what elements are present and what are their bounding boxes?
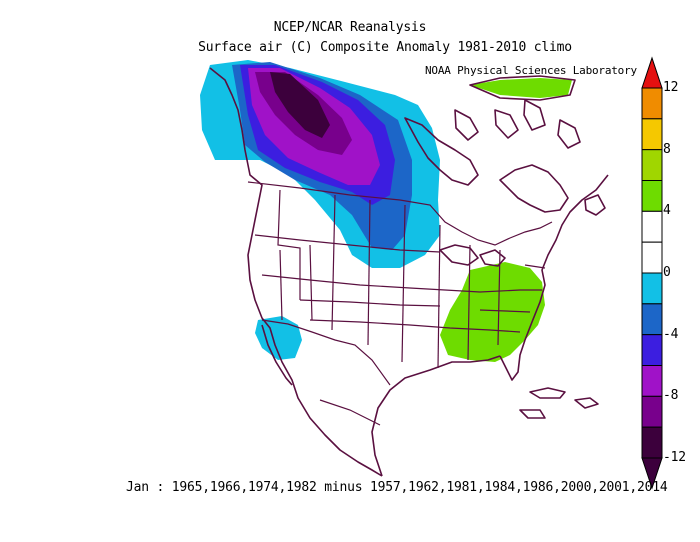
colorbar-cell bbox=[641, 118, 663, 151]
colorbar-cell bbox=[641, 334, 663, 366]
chart-title: NCEP/NCAR Reanalysis bbox=[273, 20, 427, 35]
colorbar-tick-label: -4 bbox=[663, 326, 679, 342]
colorbar-tick-label: 12 bbox=[663, 80, 679, 95]
colorbar-cell bbox=[641, 395, 663, 428]
colorbar-cell bbox=[641, 180, 663, 212]
colorbar-cell bbox=[641, 149, 663, 182]
colorbar-cell bbox=[641, 426, 663, 459]
composite-caption: Jan : 1965,1966,1974,1982 minus 1957,196… bbox=[126, 480, 668, 495]
borders bbox=[247, 181, 553, 426]
colorbar-cell bbox=[641, 210, 663, 243]
colorbar-tick-label: 0 bbox=[663, 265, 671, 280]
colorbar-cell bbox=[641, 272, 663, 305]
colorbar-cell bbox=[641, 303, 663, 336]
colorbar-cell bbox=[641, 365, 663, 397]
coastlines bbox=[209, 67, 609, 477]
colorbar-tick-label: 8 bbox=[663, 141, 671, 157]
cold-anomaly-shading bbox=[200, 60, 572, 362]
colorbar-cell bbox=[641, 241, 663, 274]
colorbar-tick-label: -8 bbox=[663, 388, 679, 404]
colorbar-tick-label: 4 bbox=[663, 203, 671, 219]
chart-subtitle: Surface air (C) Composite Anomaly 1981-2… bbox=[198, 40, 572, 55]
credit-label: NOAA Physical Sciences Laboratory bbox=[425, 64, 637, 77]
colorbar-tick-label: -12 bbox=[663, 450, 686, 465]
colorbar-cell bbox=[641, 87, 663, 120]
